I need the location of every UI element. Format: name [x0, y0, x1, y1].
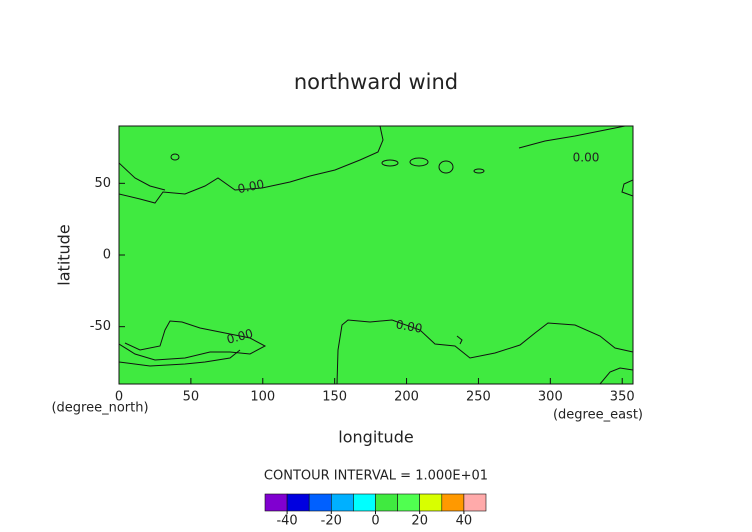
- contour-line: [599, 367, 633, 384]
- colorbar-tick-label: 40: [456, 514, 473, 529]
- x-tick-label: 150: [322, 390, 347, 405]
- colorbar-box: [397, 493, 421, 512]
- x-tick-label: 300: [538, 390, 563, 405]
- contours: 0.00 0.00 0.00 0.00: [119, 126, 633, 384]
- contour-line: [438, 160, 454, 174]
- colorbar-box: [286, 493, 310, 512]
- contour-line: [409, 157, 429, 167]
- contour-line: [381, 159, 399, 167]
- contour-line: [518, 126, 626, 149]
- colorbar-box: [308, 493, 332, 512]
- y-tick-label: 0: [103, 248, 111, 263]
- contour-label: 0.00: [225, 326, 254, 346]
- contour-line: [456, 335, 463, 345]
- y-units: (degree_north): [51, 401, 148, 416]
- contour-line: [119, 126, 384, 204]
- y-tick-label: -50: [90, 319, 111, 334]
- contour-label: 0.00: [395, 317, 424, 335]
- x-axis-label: longitude: [338, 428, 413, 447]
- colorbar-box: [330, 493, 354, 512]
- colorbar-box: [441, 493, 465, 512]
- chart-title: northward wind: [294, 70, 458, 94]
- contour-line: [119, 349, 241, 367]
- colorbar-tick-label: 0: [371, 514, 379, 529]
- colorbar-box: [375, 493, 398, 512]
- colorbar-tick-label: 20: [411, 514, 428, 529]
- x-units: (degree_east): [553, 408, 643, 423]
- field-fill: [119, 126, 633, 384]
- x-tick-label: 100: [250, 390, 275, 405]
- x-tick-label: 200: [394, 390, 419, 405]
- x-tick-label: 0: [115, 390, 123, 405]
- y-axis-label: latitude: [55, 224, 74, 285]
- x-tick-label: 50: [183, 390, 200, 405]
- contour-label: 0.00: [236, 177, 265, 196]
- colorbar-tick-label: -40: [276, 514, 297, 529]
- colorbar-box: [353, 493, 376, 512]
- contour-line: [119, 320, 267, 361]
- x-tick-label: 350: [610, 390, 635, 405]
- contour-line: [119, 162, 166, 191]
- contour-interval: CONTOUR INTERVAL = 1.000E+01: [264, 469, 488, 484]
- x-tick-label: 250: [466, 390, 491, 405]
- colorbar-box: [264, 493, 288, 512]
- colorbar-tick-label: -20: [321, 514, 342, 529]
- y-tick-label: 50: [94, 176, 111, 191]
- contour-line: [473, 168, 485, 174]
- contour-line: [170, 153, 180, 161]
- colorbar-box: [419, 493, 443, 512]
- contour-line: [621, 179, 633, 197]
- colorbar-box: [463, 493, 487, 512]
- contour-label: 0.00: [573, 151, 600, 165]
- contour-line: [336, 319, 633, 384]
